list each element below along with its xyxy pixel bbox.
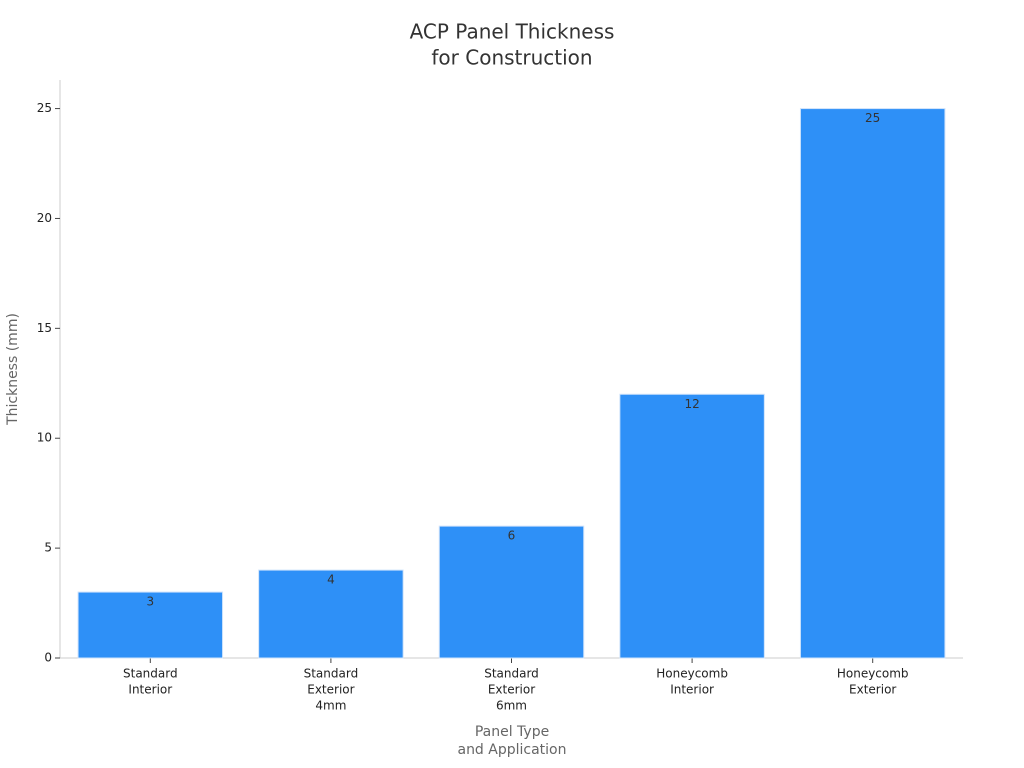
x-tick-label: Honeycomb: [837, 667, 909, 681]
chart-title: for Construction: [431, 46, 592, 70]
bar: [438, 525, 585, 659]
x-tick-label: 4mm: [315, 699, 346, 713]
bar: [619, 393, 765, 659]
y-axis-label: Thickness (mm): [5, 313, 21, 426]
value-label: 6: [508, 529, 516, 543]
value-label: 12: [684, 397, 699, 411]
value-label: 4: [327, 573, 335, 587]
bar: [799, 108, 946, 659]
x-tick-label: Exterior: [849, 683, 896, 697]
x-tick-label: Interior: [670, 683, 714, 697]
value-label: 3: [146, 595, 154, 609]
y-tick-label: 20: [37, 211, 52, 225]
x-tick-label: Interior: [128, 683, 172, 697]
x-tick-label: Standard: [123, 667, 178, 681]
x-tick-label: 6mm: [496, 699, 527, 713]
bar: [258, 569, 404, 659]
y-tick-label: 25: [37, 101, 52, 115]
y-tick-label: 0: [44, 651, 52, 665]
x-tick-label: Standard: [304, 667, 359, 681]
x-tick-label: Exterior: [307, 683, 354, 697]
x-tick-label: Exterior: [488, 683, 535, 697]
x-axis-label: and Application: [457, 742, 566, 758]
x-tick-label: Honeycomb: [656, 667, 728, 681]
y-tick-label: 5: [44, 541, 52, 555]
y-tick-label: 15: [37, 321, 52, 335]
chart-title: ACP Panel Thickness: [410, 20, 615, 44]
value-label: 25: [865, 111, 880, 125]
x-tick-label: Standard: [484, 667, 539, 681]
bar: [77, 591, 224, 659]
y-tick-label: 10: [37, 431, 52, 445]
x-axis-label: Panel Type: [475, 724, 549, 740]
